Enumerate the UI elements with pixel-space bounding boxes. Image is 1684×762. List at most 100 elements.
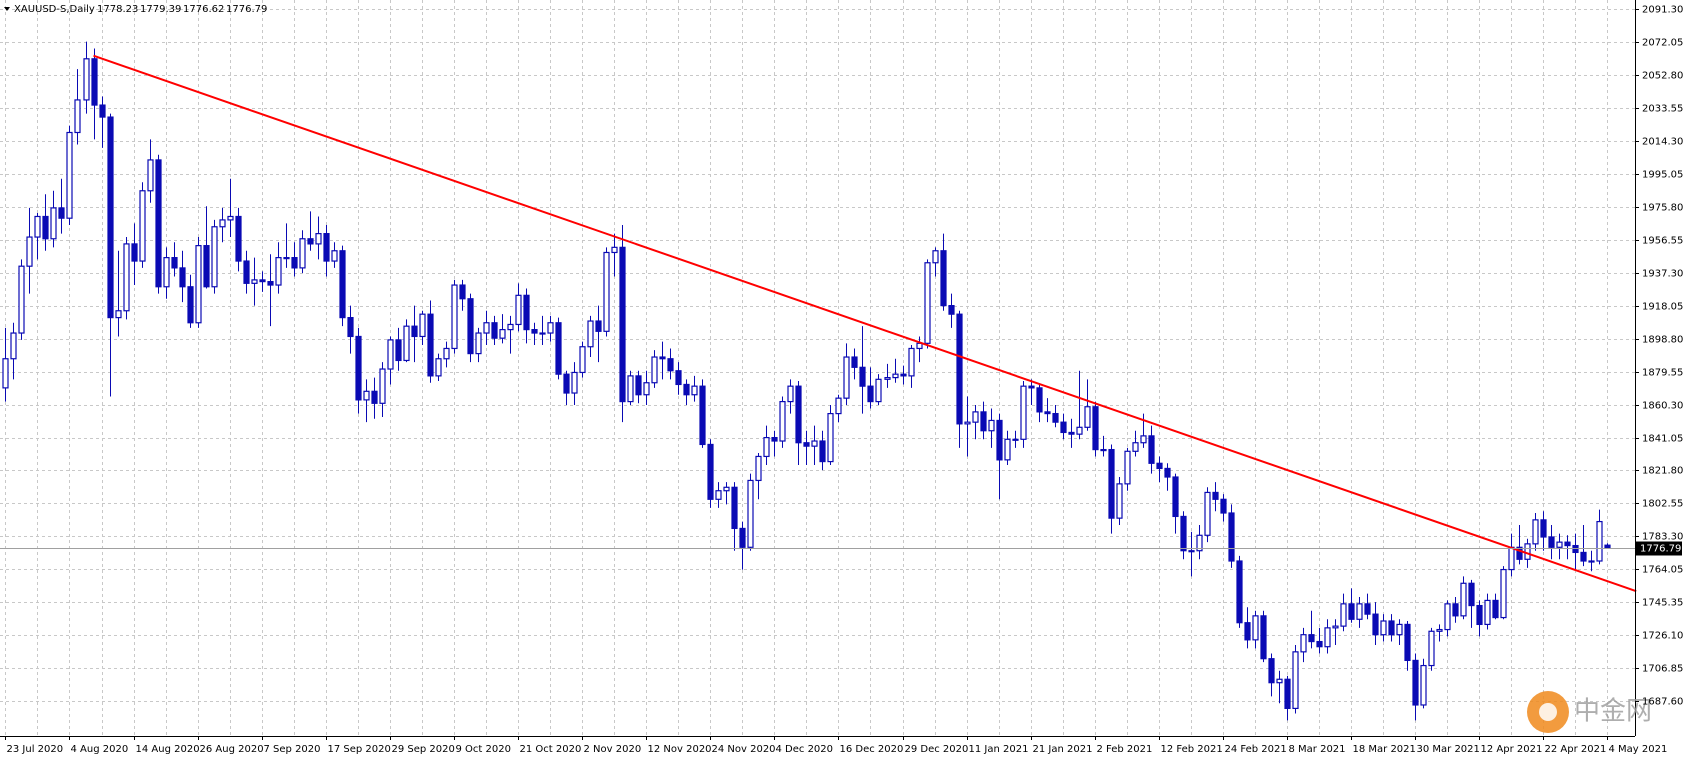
candle-body-down xyxy=(1284,678,1291,710)
candle-body-up xyxy=(283,257,290,260)
candle-body-down xyxy=(1388,620,1395,636)
candle-body-down xyxy=(1564,541,1571,547)
x-tick-label: 4 Dec 2020 xyxy=(776,744,834,755)
candle-body-up xyxy=(827,412,834,463)
trendline xyxy=(93,54,1637,593)
candle-body-up xyxy=(499,329,506,339)
candle-body-down xyxy=(1212,491,1219,500)
ohlc-high: 1779.39 xyxy=(140,4,181,15)
candle-body-up xyxy=(1532,519,1539,545)
candle-body-up xyxy=(74,99,81,134)
candle-body-up xyxy=(811,440,818,447)
candle-body-down xyxy=(155,159,162,288)
y-tick-label: 1841.05 xyxy=(1642,434,1683,445)
candle-body-up xyxy=(932,250,939,264)
candle-body-down xyxy=(371,390,378,404)
candle-body-up xyxy=(964,421,971,425)
price-label: 1776.79 xyxy=(1640,544,1681,555)
candle-body-up xyxy=(587,320,594,348)
candle-body-up xyxy=(1500,568,1507,619)
candle-body-up xyxy=(1380,620,1387,636)
candle-body-up xyxy=(884,376,891,380)
candle-body-down xyxy=(395,339,402,362)
candle-body-down xyxy=(1492,599,1499,619)
candle-body-up xyxy=(66,131,73,219)
candle-body-down xyxy=(1412,659,1419,706)
candle-body-up xyxy=(26,236,33,267)
y-tick-label: 1879.55 xyxy=(1642,368,1683,379)
candle-body-down xyxy=(1220,498,1227,514)
ohlc-low: 1776.62 xyxy=(183,4,224,15)
x-tick-label: 24 Feb 2021 xyxy=(1225,744,1287,755)
y-tick-label: 1956.55 xyxy=(1642,236,1683,247)
candle-body-down xyxy=(659,356,666,360)
candle-body-up xyxy=(379,368,386,404)
y-tick-label: 1975.80 xyxy=(1642,203,1683,214)
candle-body-up xyxy=(1460,582,1467,617)
candle-body-down xyxy=(355,335,362,401)
y-tick-label: 2072.05 xyxy=(1642,38,1683,49)
candle-body-down xyxy=(1452,603,1459,617)
candle-body-up xyxy=(435,358,442,377)
candle-body-up xyxy=(547,322,554,334)
candle-body-down xyxy=(1516,546,1523,560)
candle-body-up xyxy=(1340,603,1347,627)
candle-body-up xyxy=(50,207,57,240)
candle-body-down xyxy=(243,260,250,284)
candle-body-down xyxy=(1028,385,1035,389)
candle-body-up xyxy=(403,325,410,362)
y-tick-label: 2052.80 xyxy=(1642,71,1683,82)
candle-body-up xyxy=(18,265,25,334)
candle-body-down xyxy=(1228,512,1235,562)
x-tick-label: 11 Jan 2021 xyxy=(969,744,1029,755)
header-icon xyxy=(4,7,10,11)
candle-body-down xyxy=(859,366,866,387)
candle-body-up xyxy=(1508,546,1515,571)
candle-body-up xyxy=(1396,623,1403,636)
candle-body-down xyxy=(491,322,498,339)
candle-body-up xyxy=(1196,534,1203,552)
candle-body-up xyxy=(691,385,698,396)
candle-body-up xyxy=(331,250,338,262)
y-tick-label: 1860.30 xyxy=(1642,401,1683,412)
candle-body-up xyxy=(227,215,234,221)
candle-body-up xyxy=(747,479,754,548)
candle-body-down xyxy=(131,243,138,262)
candle-body-up xyxy=(1140,435,1147,444)
candle-body-up xyxy=(139,190,146,262)
candle-body-down xyxy=(179,267,186,288)
candle-body-up xyxy=(1436,628,1443,632)
x-tick-label: 30 Mar 2021 xyxy=(1417,744,1480,755)
x-tick-label: 22 Apr 2021 xyxy=(1545,744,1607,755)
y-tick-label: 1726.10 xyxy=(1642,631,1683,642)
candle-body-down xyxy=(1260,615,1267,660)
candle-body-down xyxy=(531,329,538,334)
x-tick-label: 29 Sep 2020 xyxy=(392,744,455,755)
candle-body-down xyxy=(900,373,907,377)
candle-body-down xyxy=(523,294,530,331)
candle-body-down xyxy=(595,320,602,332)
candle-body-up xyxy=(571,371,578,394)
candle-body-up xyxy=(219,219,226,228)
candle-body-down xyxy=(1364,603,1371,615)
x-tick-label: 16 Dec 2020 xyxy=(840,744,904,755)
x-tick-label: 2 Nov 2020 xyxy=(584,744,642,755)
candle-body-up xyxy=(643,382,650,396)
candle-body-up xyxy=(387,339,394,370)
candle-body-up xyxy=(579,346,586,374)
candle-body-up xyxy=(195,245,202,324)
candle-body-up xyxy=(1332,625,1339,629)
ohlc-close: 1776.79 xyxy=(226,4,267,15)
candle-body-up xyxy=(115,310,122,319)
x-tick-label: 23 Jul 2020 xyxy=(7,744,64,755)
x-tick-label: 4 May 2021 xyxy=(1609,744,1668,755)
candle-body-up xyxy=(443,347,450,360)
candle-body-up xyxy=(10,332,17,360)
candle-body-up xyxy=(779,400,786,442)
candle-body-down xyxy=(259,279,266,283)
y-tick-label: 2014.30 xyxy=(1642,137,1683,148)
candle-body-down xyxy=(1156,462,1163,470)
symbol-title: XAUUSD-S,Daily xyxy=(14,4,95,15)
candle-body-up xyxy=(611,246,618,254)
